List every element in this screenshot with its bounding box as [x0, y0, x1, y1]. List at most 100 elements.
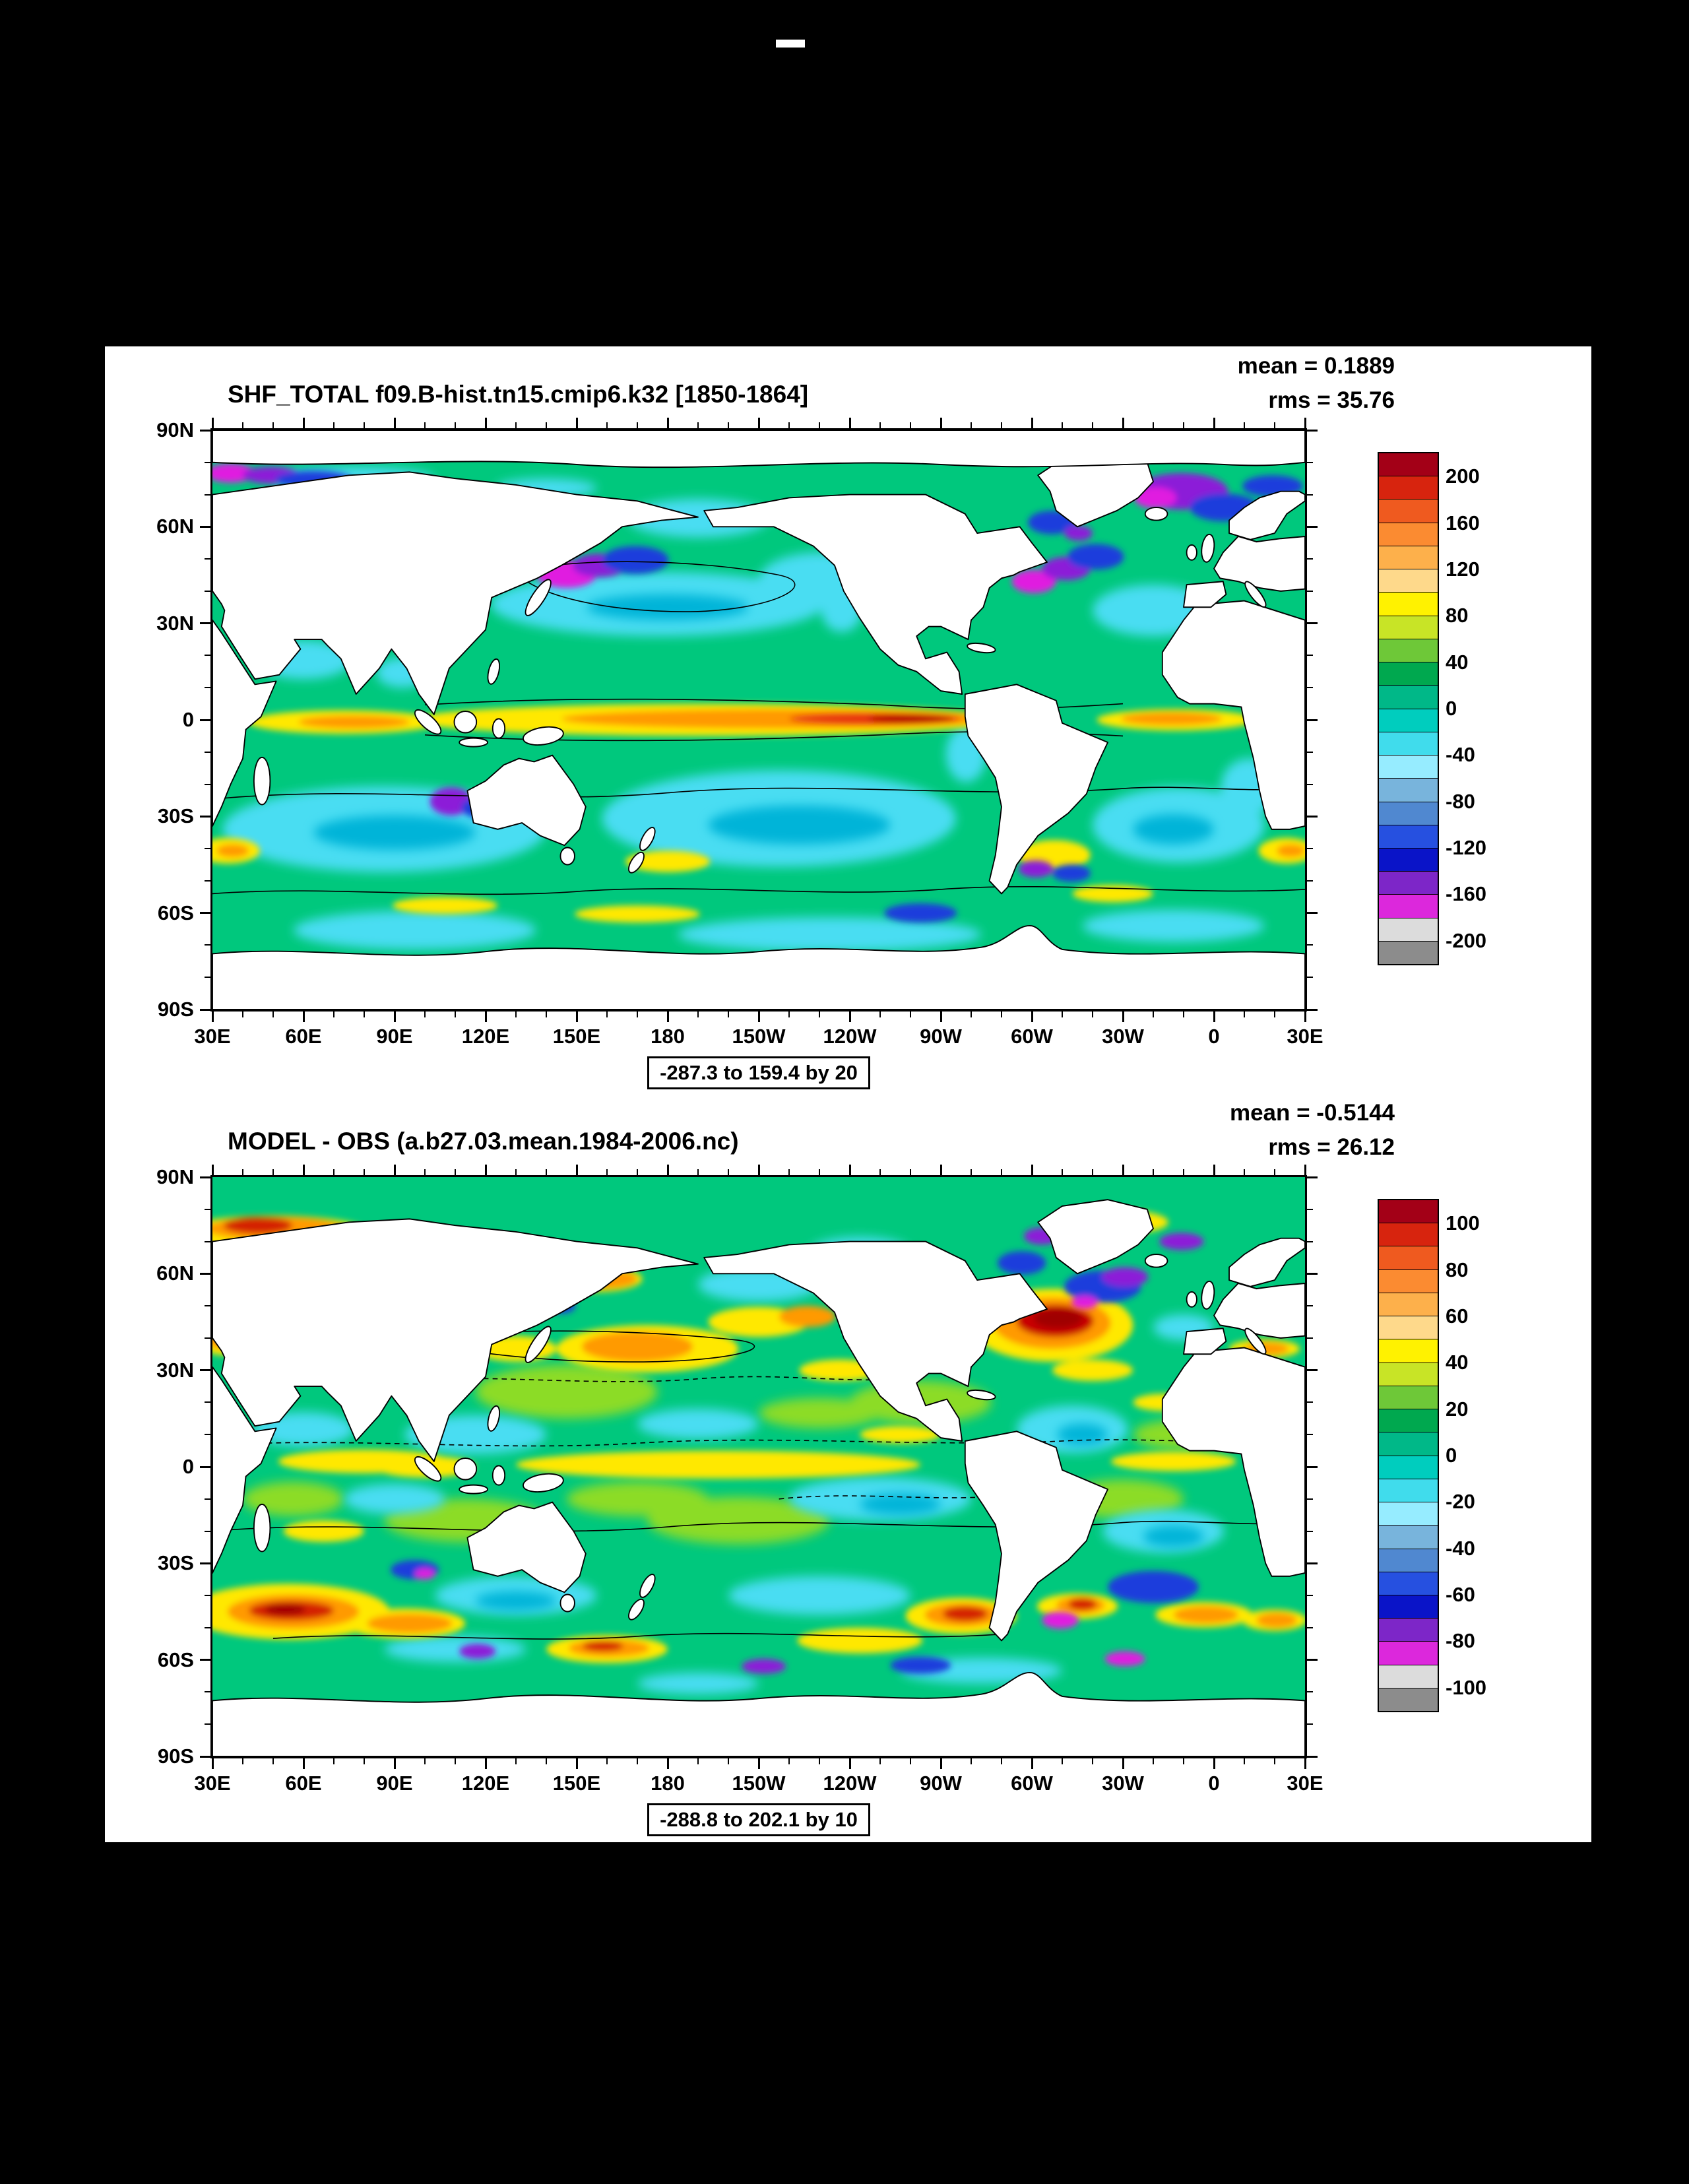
- lat-tick: [200, 525, 210, 528]
- lat-tick: [1307, 1659, 1318, 1661]
- lon-tick: [637, 1758, 638, 1764]
- colorbar-cell: [1379, 615, 1438, 639]
- lon-tick: [424, 1012, 426, 1017]
- cold-bias-patches: [390, 1227, 1204, 1674]
- lat-tick: [1307, 1305, 1313, 1307]
- lat-tick: [1307, 525, 1318, 528]
- lat-axis-label: 90N: [156, 418, 194, 441]
- lon-tick: [1031, 1012, 1033, 1022]
- colorbar-tick-label: -60: [1446, 1583, 1475, 1607]
- lat-tick: [1307, 1530, 1313, 1532]
- lon-tick: [757, 418, 760, 428]
- colorbar-cell: [1379, 1432, 1438, 1456]
- plot-area: SHF_TOTAL f09.B-hist.tn15.cmip6.k32 [185…: [105, 346, 1591, 1842]
- lon-axis-label: 90W: [920, 1025, 962, 1048]
- lat-tick: [1307, 1240, 1313, 1242]
- colorbar-cells: [1378, 1199, 1439, 1712]
- colorbar-cell: [1379, 1502, 1438, 1526]
- lon-tick: [575, 1165, 578, 1175]
- colorbar-cell: [1379, 592, 1438, 616]
- lat-tick: [205, 848, 210, 850]
- colorbar-cell: [1379, 1316, 1438, 1339]
- lon-tick: [272, 1758, 274, 1764]
- lat-tick: [1307, 977, 1313, 979]
- lon-tick: [211, 418, 214, 428]
- lon-tick: [606, 1758, 608, 1764]
- lon-axis-label: 150E: [552, 1772, 601, 1795]
- lon-tick: [272, 1012, 274, 1017]
- lat-tick: [1307, 1176, 1318, 1178]
- lon-tick: [606, 1012, 608, 1017]
- lat-axis-label: 30S: [157, 804, 194, 828]
- lon-tick: [1274, 1012, 1275, 1017]
- lon-tick: [819, 1169, 820, 1175]
- lon-tick: [1062, 1758, 1063, 1764]
- lon-tick: [1062, 422, 1063, 428]
- land-masses: [212, 1199, 1305, 1756]
- lon-tick: [788, 1758, 790, 1764]
- lon-tick: [393, 1758, 396, 1769]
- lon-axis-label: 90E: [376, 1772, 413, 1795]
- lat-tick: [200, 1659, 210, 1661]
- lon-tick: [971, 1012, 972, 1017]
- lon-tick: [242, 422, 243, 428]
- lon-axis-label: 180: [651, 1772, 685, 1795]
- colorbar-cell: [1379, 801, 1438, 825]
- lon-tick: [666, 418, 669, 428]
- lon-tick: [848, 1758, 851, 1769]
- lon-axis-label: 150W: [732, 1025, 786, 1048]
- lat-axis-label: 60S: [157, 1648, 194, 1671]
- lon-tick: [1183, 1169, 1184, 1175]
- colorbar-cell: [1379, 1664, 1438, 1688]
- lat-tick: [205, 1691, 210, 1693]
- lon-tick: [1183, 422, 1184, 428]
- lon-tick: [424, 1169, 426, 1175]
- colorbar-tick-label: 20: [1446, 1397, 1469, 1421]
- colorbar-cell: [1379, 1687, 1438, 1712]
- lon-tick: [272, 422, 274, 428]
- lon-tick: [910, 1758, 911, 1764]
- mottle-teal: [475, 1423, 1204, 1611]
- lon-tick: [819, 1758, 820, 1764]
- colorbar-tick-label: -20: [1446, 1490, 1475, 1514]
- lat-tick: [1307, 655, 1313, 657]
- lat-tick: [1307, 1498, 1313, 1500]
- lon-tick: [1031, 1165, 1033, 1175]
- lon-tick: [575, 1758, 578, 1769]
- lon-axis-label: 0: [1208, 1025, 1220, 1048]
- colorbar-cell: [1379, 522, 1438, 546]
- colorbar-cell: [1379, 1200, 1438, 1223]
- lon-tick: [546, 1012, 547, 1017]
- colorbar-tick-label: 100: [1446, 1211, 1480, 1235]
- lon-tick: [1244, 1758, 1245, 1764]
- lon-axis-label: 120E: [461, 1025, 510, 1048]
- map-frame: 90N 60N 30N 0 30S 60S 90S 30E 60E 90E 120E 150E 180 1…: [156, 1165, 1323, 1795]
- lon-tick: [757, 1165, 760, 1175]
- colorbar-cell: [1379, 638, 1438, 662]
- lon-tick: [788, 422, 790, 428]
- lon-tick: [1183, 1012, 1184, 1017]
- lon-tick: [515, 1012, 517, 1017]
- lon-tick: [1274, 1758, 1275, 1764]
- world-map-top: [212, 430, 1305, 1010]
- lat-tick: [205, 590, 210, 592]
- lon-tick: [728, 1169, 729, 1175]
- lon-tick: [1031, 418, 1033, 428]
- lat-tick: [1307, 1272, 1318, 1275]
- colorbar-cell: [1379, 662, 1438, 686]
- lat-tick: [200, 1008, 210, 1011]
- lat-tick: [1307, 944, 1313, 946]
- lon-tick: [819, 1012, 820, 1017]
- lon-tick: [666, 1758, 669, 1769]
- colorbar-cell: [1379, 1618, 1438, 1642]
- lat-tick: [205, 1305, 210, 1307]
- lon-tick: [211, 1012, 214, 1022]
- lon-axis-label: 60E: [285, 1772, 322, 1795]
- colorbar-tick-label: 120: [1446, 557, 1480, 581]
- colorbar-cell: [1379, 1385, 1438, 1409]
- colorbar-cell: [1379, 708, 1438, 732]
- lat-tick: [205, 1401, 210, 1403]
- lon-axis-label: 60W: [1011, 1025, 1053, 1048]
- colorbar-cell: [1379, 1269, 1438, 1293]
